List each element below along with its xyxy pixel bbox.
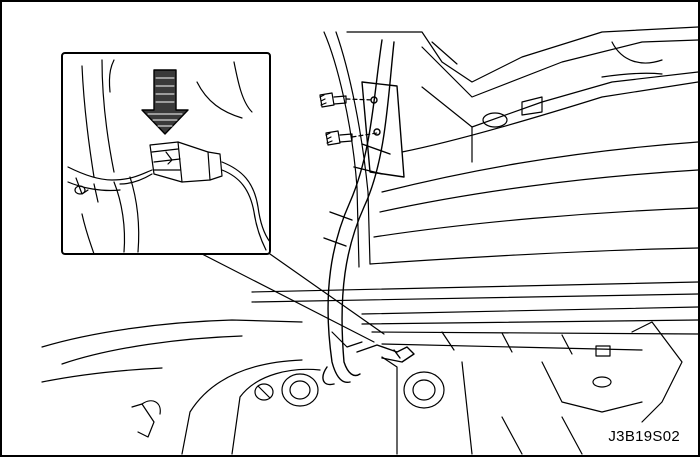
bolt-upper (319, 92, 375, 108)
trunk-lid-panel (323, 26, 698, 268)
wiring-harness (322, 39, 415, 386)
detail-inset (61, 52, 271, 255)
callout-pointer (201, 253, 385, 343)
trunk-floor (41, 319, 643, 455)
body-rail (251, 281, 698, 423)
bolt-lower (325, 130, 378, 146)
figure-code: J3B19S02 (608, 428, 680, 445)
down-arrow-icon (141, 69, 189, 135)
